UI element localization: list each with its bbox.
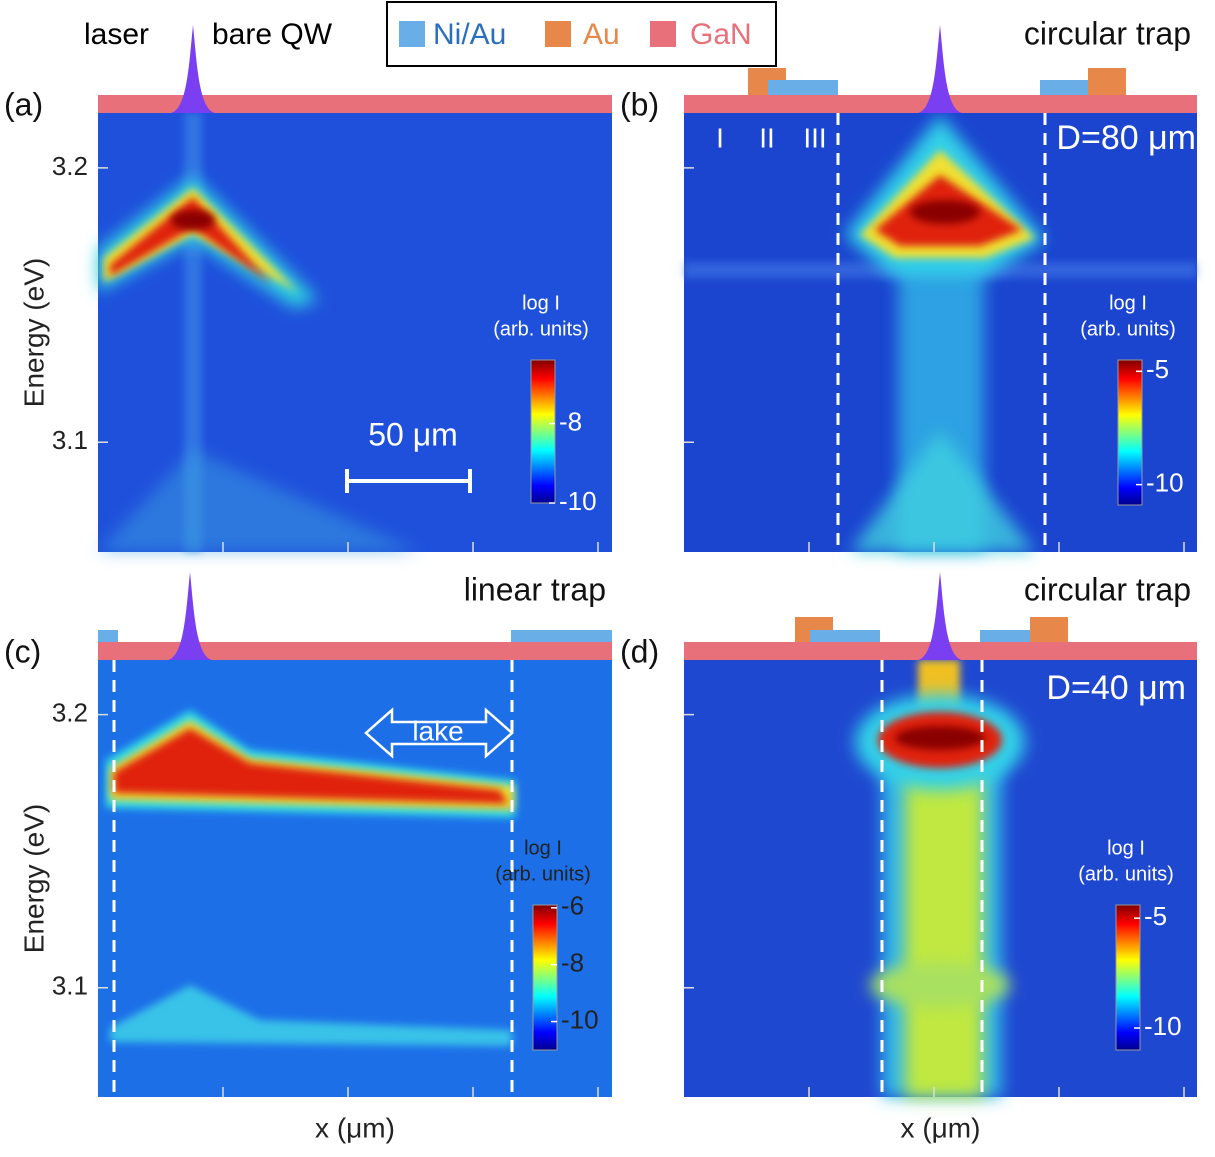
colorbar-title: log I [522, 292, 560, 314]
legend-swatch [545, 21, 571, 47]
annotation: 50 μm [368, 416, 458, 452]
annotation: D=40 μm [1046, 669, 1186, 707]
colorbar-title: (arb. units) [1078, 863, 1174, 885]
electrode [1030, 617, 1068, 643]
annotation: laser [84, 18, 149, 51]
panel-label: (d) [620, 633, 659, 669]
electrode [1040, 80, 1103, 95]
heatmap-layer [910, 200, 980, 224]
y-tick-label: 3.2 [52, 151, 88, 181]
heatmap-layer [905, 740, 983, 1097]
substrate [98, 95, 612, 113]
colorbar-tick-label: -8 [559, 406, 582, 436]
legend-swatch [399, 21, 425, 47]
colorbar [530, 359, 556, 504]
colorbar-title: (arb. units) [493, 318, 589, 340]
heatmap-layer [110, 985, 512, 1046]
heatmap-layer [114, 728, 508, 804]
panel-title: circular trap [1024, 571, 1191, 607]
colorbar-tick-label: -6 [561, 891, 584, 921]
colorbar-title: (arb. units) [1080, 318, 1176, 340]
y-axis-label: Energy (eV) [18, 258, 49, 407]
electrode [810, 630, 880, 643]
y-tick-label: 3.1 [52, 425, 88, 455]
colorbar [1117, 359, 1143, 506]
annotation: bare QW [212, 18, 333, 51]
panel-label: (c) [4, 633, 41, 669]
laser-peak [918, 25, 962, 113]
legend-swatch [650, 21, 676, 47]
colorbar-title: log I [524, 837, 562, 859]
colorbar [532, 904, 558, 1051]
heatmap-layer [895, 726, 985, 750]
heatmap-layer [850, 430, 1035, 552]
heatmap-layer [98, 450, 420, 552]
substrate [98, 642, 612, 660]
legend-label: GaN [690, 18, 752, 51]
panel-title: circular trap [1024, 15, 1191, 51]
legend-box [386, 1, 777, 67]
annotation: II [759, 122, 775, 153]
electrode [1088, 68, 1126, 95]
y-axis-label: Energy (eV) [18, 804, 49, 953]
electrode [768, 80, 838, 95]
legend-label: Ni/Au [433, 18, 506, 51]
annotation: lake [412, 715, 463, 746]
colorbar-title: (arb. units) [495, 863, 591, 885]
panel-label: (a) [4, 86, 43, 122]
colorbar-tick-label: -10 [1144, 1011, 1182, 1041]
laser-peak [171, 25, 215, 113]
annotation: III [803, 122, 826, 153]
panel-title: linear trap [464, 571, 606, 607]
colorbar-tick-label: -10 [559, 486, 597, 516]
y-tick-label: 3.2 [52, 698, 88, 728]
y-tick-label: 3.1 [52, 971, 88, 1001]
colorbar-tick-label: -8 [561, 948, 584, 978]
colorbar-tick-label: -10 [561, 1004, 599, 1034]
electrode [511, 630, 612, 643]
colorbar [1115, 904, 1141, 1051]
laser-peak [168, 572, 212, 660]
laser-peak [918, 572, 962, 660]
annotation: D=80 μm [1056, 119, 1196, 157]
x-axis-label: x (μm) [901, 1112, 981, 1143]
legend-label: Au [583, 18, 620, 51]
electrode [98, 630, 118, 643]
annotation: I [716, 122, 724, 153]
lake-arrow [364, 707, 514, 759]
panel-label: (b) [620, 86, 659, 122]
heatmap-layer [870, 963, 1010, 1007]
colorbar-tick-label: -10 [1146, 467, 1184, 497]
colorbar-tick-label: -5 [1144, 901, 1167, 931]
colorbar-title: log I [1107, 837, 1145, 859]
colorbar-tick-label: -5 [1146, 354, 1169, 384]
heatmap-layer [171, 210, 215, 230]
colorbar-title: log I [1109, 292, 1147, 314]
x-axis-label: x (μm) [315, 1112, 395, 1143]
